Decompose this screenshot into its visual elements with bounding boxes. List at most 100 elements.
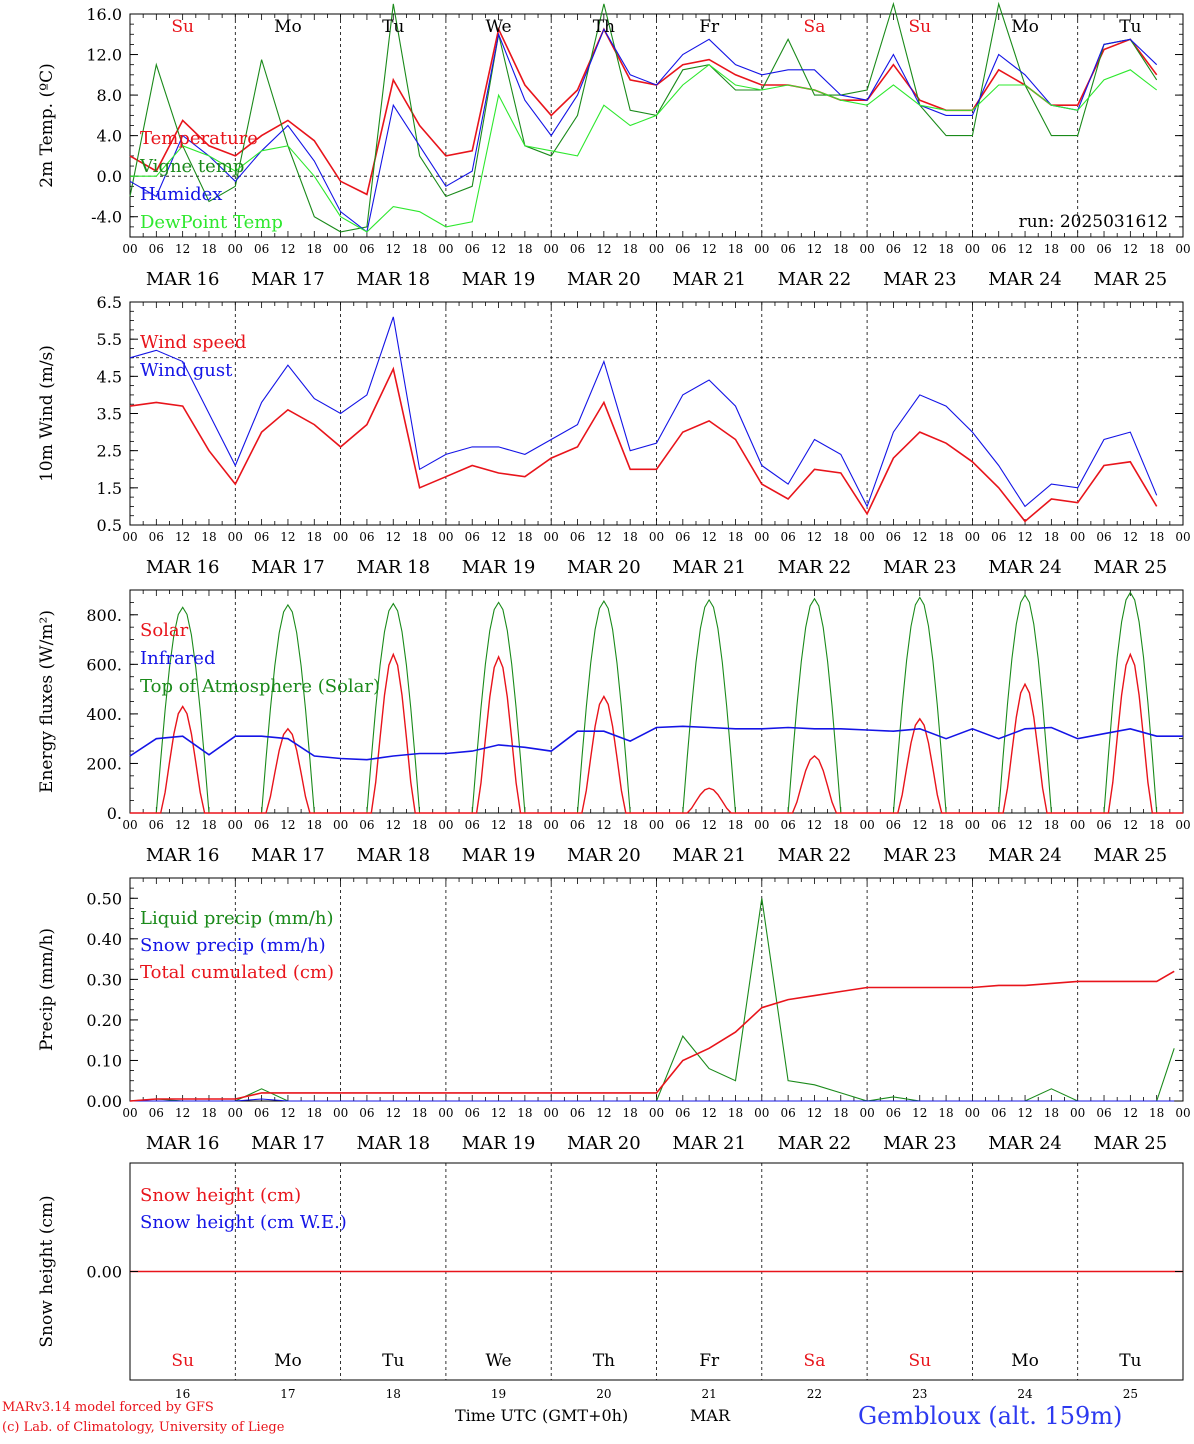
series-line-total-cumulated-cm- (129, 970, 1175, 1102)
legend-entry: Snow height (cm W.E.) (140, 1212, 347, 1233)
hour-tick-label: 06 (886, 1106, 901, 1120)
legend-entry: Total cumulated (cm) (140, 962, 334, 983)
day-of-week-label: Fr (699, 1351, 720, 1371)
y-tick-label: 1.5 (97, 479, 122, 498)
hour-tick-label: 06 (149, 530, 164, 544)
day-number-label: 16 (175, 1387, 190, 1401)
date-label: MAR 16 (146, 845, 220, 866)
hour-tick-label: 00 (1175, 242, 1190, 256)
y-tick-label: 0. (107, 804, 122, 823)
hour-tick-label: 06 (359, 818, 374, 832)
date-label: MAR 24 (988, 557, 1062, 578)
day-of-week-label: Tu (1119, 1351, 1141, 1371)
day-of-week-label: Sa (804, 17, 826, 37)
series-line-temperature (129, 26, 1158, 196)
hour-tick-label: 06 (991, 242, 1006, 256)
hour-tick-label: 06 (465, 818, 480, 832)
day-number-label: 25 (1123, 1387, 1138, 1401)
hour-tick-label: 18 (517, 242, 532, 256)
day-of-week-label: Mo (274, 1351, 302, 1371)
hour-tick-label: 18 (938, 1106, 953, 1120)
hour-tick-label: 00 (649, 242, 664, 256)
hour-tick-label: 00 (754, 818, 769, 832)
hour-tick-label: 06 (675, 530, 690, 544)
y-tick-label: 3.5 (97, 405, 122, 424)
hour-tick-label: 18 (728, 242, 743, 256)
day-of-week-label: Su (908, 17, 931, 37)
hour-tick-label: 00 (544, 1106, 559, 1120)
credit-line-2: (c) Lab. of Climatology, University of L… (2, 1420, 285, 1435)
day-of-week-label: Th (593, 1351, 615, 1371)
hour-tick-label: 18 (1044, 818, 1059, 832)
hour-tick-label: 00 (859, 1106, 874, 1120)
hour-tick-label: 00 (649, 530, 664, 544)
hour-tick-label: 00 (965, 530, 980, 544)
series-line-vigne-temp (129, 1, 1158, 233)
hour-tick-label: 18 (1149, 242, 1164, 256)
hour-tick-label: 00 (1175, 530, 1190, 544)
hour-tick-label: 00 (122, 1106, 137, 1120)
series-line-humidex (129, 27, 1158, 233)
date-label: MAR 16 (146, 1133, 220, 1154)
hour-tick-label: 18 (412, 242, 427, 256)
hour-tick-label: 00 (333, 1106, 348, 1120)
day-of-week-label: We (485, 17, 511, 37)
hour-tick-label: 06 (149, 242, 164, 256)
day-number-label: 19 (491, 1387, 506, 1401)
panel-snow: 0.00 Snow height (cm) Snow height (cm) Snow… (37, 1162, 1184, 1401)
date-label: MAR 19 (462, 1133, 536, 1154)
hour-tick-label: 18 (1044, 1106, 1059, 1120)
hour-tick-label: 00 (754, 242, 769, 256)
hour-tick-label: 06 (886, 530, 901, 544)
hour-tick-label: 00 (1070, 242, 1085, 256)
hour-tick-label: 18 (833, 818, 848, 832)
day-of-week-label: Mo (274, 17, 302, 37)
y-tick-label: 2.5 (97, 442, 122, 461)
y-axis-title: Snow height (cm) (37, 1195, 57, 1347)
hour-tick-label: 00 (544, 242, 559, 256)
hour-tick-label: 18 (412, 1106, 427, 1120)
hour-tick-label: 12 (491, 818, 506, 832)
date-label: MAR 20 (567, 845, 641, 866)
hour-tick-label: 06 (254, 242, 269, 256)
hour-tick-label: 12 (807, 818, 822, 832)
date-label: MAR 21 (672, 557, 746, 578)
legend-entry: Humidex (140, 184, 222, 205)
y-tick-label: 0.0 (97, 167, 122, 186)
hour-tick-label: 18 (938, 242, 953, 256)
hour-tick-label: 06 (254, 818, 269, 832)
date-label: MAR 17 (251, 269, 325, 290)
hour-tick-label: 18 (201, 818, 216, 832)
day-number-label: 24 (1017, 1387, 1033, 1401)
hour-tick-label: 12 (1017, 530, 1032, 544)
date-label: MAR 21 (672, 845, 746, 866)
day-of-week-label: Mo (1011, 17, 1039, 37)
date-label: MAR 17 (251, 1133, 325, 1154)
legend-entry: DewPoint Temp (140, 212, 283, 233)
hour-tick-label: 00 (859, 530, 874, 544)
hour-tick-label: 00 (438, 242, 453, 256)
plot-frame (129, 301, 1184, 526)
hour-tick-label: 18 (517, 530, 532, 544)
hour-tick-label: 12 (702, 242, 717, 256)
hour-tick-label: 00 (333, 530, 348, 544)
y-tick-label: 0.50 (86, 889, 122, 908)
hour-tick-label: 06 (991, 530, 1006, 544)
series-line-solar (130, 652, 1183, 814)
hour-tick-label: 12 (912, 1106, 927, 1120)
day-number-label: 18 (386, 1387, 401, 1401)
hour-tick-label: 18 (938, 818, 953, 832)
hour-tick-label: 18 (1044, 242, 1059, 256)
y-tick-label: 0.40 (86, 930, 122, 949)
date-label: MAR 25 (1094, 557, 1168, 578)
hour-tick-label: 06 (359, 530, 374, 544)
date-label: MAR 20 (567, 1133, 641, 1154)
legend-entry: Solar (140, 620, 189, 641)
date-label: MAR 22 (778, 269, 852, 290)
hour-tick-label: 00 (1070, 1106, 1085, 1120)
date-label: MAR 25 (1094, 1133, 1168, 1154)
hour-tick-label: 00 (438, 818, 453, 832)
hour-tick-label: 12 (912, 242, 927, 256)
hour-tick-label: 18 (1149, 1106, 1164, 1120)
hour-tick-label: 00 (544, 818, 559, 832)
